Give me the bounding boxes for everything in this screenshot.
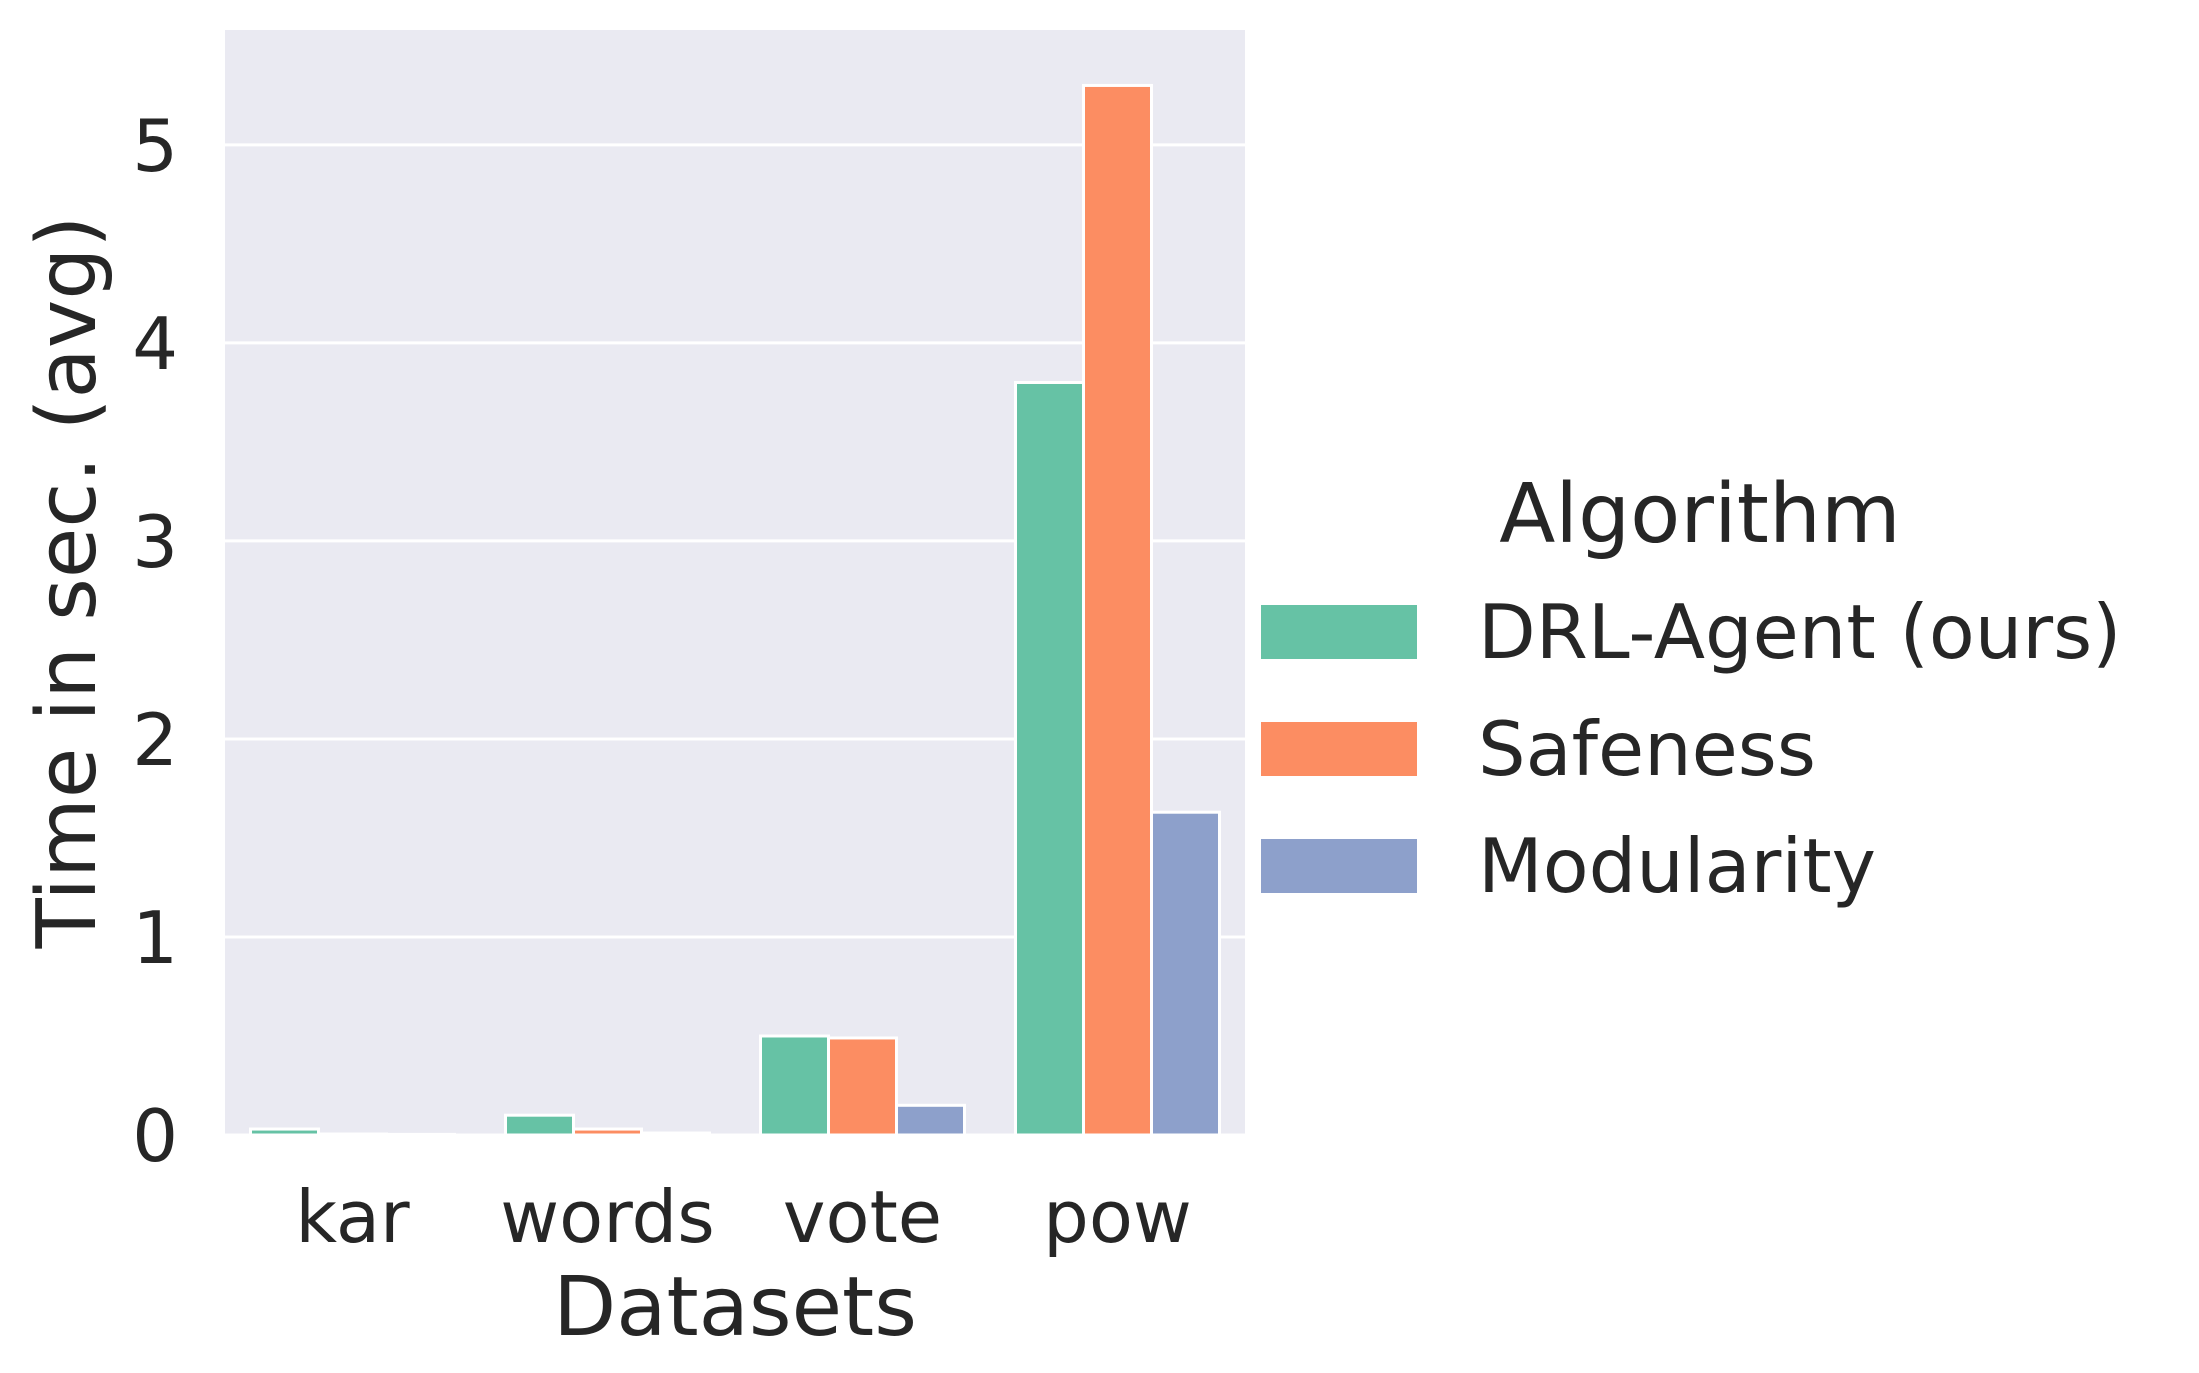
y-tick-label: 3 (132, 500, 178, 584)
x-tick-labels: kar words vote pow (295, 1175, 1191, 1259)
legend-label-1: Safeness (1478, 705, 1816, 793)
x-tick-label-pow: pow (1043, 1175, 1192, 1259)
bar-pow-1 (1082, 83, 1153, 1137)
bar-vote-0 (759, 1034, 830, 1137)
legend-title: Algorithm (1499, 467, 1901, 562)
y-tick-label: 1 (132, 896, 178, 980)
legend-label-0: DRL-Agent (ours) (1478, 588, 2121, 676)
y-tick-label: 2 (132, 698, 178, 782)
y-tick-label: 5 (132, 104, 178, 188)
bars (249, 83, 1221, 1137)
bar-kar-2 (385, 1132, 456, 1137)
y-tick-label: 4 (132, 302, 178, 386)
bar-words-0 (504, 1113, 575, 1137)
bar-pow-0 (1014, 380, 1085, 1137)
bar-pow-2 (1150, 810, 1221, 1137)
x-tick-label-vote: vote (783, 1175, 942, 1259)
bar-words-1 (572, 1127, 643, 1137)
bar-vote-2 (895, 1103, 966, 1137)
legend-label-2: Modularity (1478, 822, 1876, 910)
y-tick-labels: 0 1 2 3 4 5 (132, 104, 178, 1178)
x-axis-label: Datasets (553, 1260, 917, 1355)
legend-swatch-0 (1261, 605, 1417, 659)
bar-kar-0 (249, 1127, 320, 1137)
legend-swatch-2 (1261, 839, 1417, 893)
y-tick-label: 0 (132, 1094, 178, 1178)
bar-kar-1 (317, 1132, 388, 1137)
bar-vote-1 (827, 1036, 898, 1137)
legend-swatch-1 (1261, 722, 1417, 776)
bar-words-2 (640, 1131, 711, 1137)
x-tick-label-kar: kar (295, 1175, 410, 1259)
legend: Algorithm DRL-Agent (ours) Safeness Modula… (1261, 467, 2121, 910)
x-tick-label-words: words (500, 1175, 715, 1259)
y-axis-label: Time in sec. (avg) (20, 216, 115, 950)
